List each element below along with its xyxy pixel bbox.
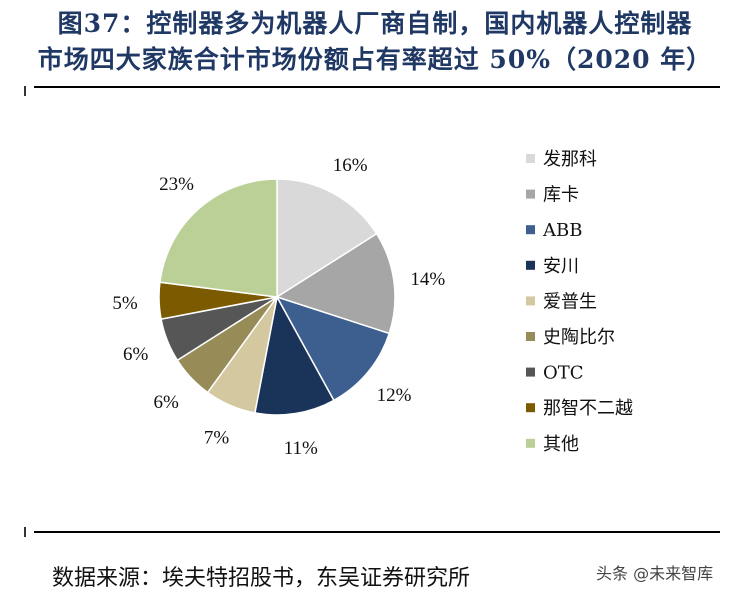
legend-item: 其他: [526, 434, 579, 455]
legend-swatch: [526, 438, 535, 448]
legend-swatch: [526, 332, 535, 341]
legend-item: OTC: [526, 363, 584, 384]
legend-swatch: [526, 367, 535, 377]
pie-slice: [159, 178, 278, 298]
slice-percent-label: 7%: [204, 428, 230, 449]
legend-label: 发那科: [543, 149, 597, 170]
slice-percent-label: 6%: [123, 344, 149, 365]
top-divider: [34, 86, 720, 88]
pie-slices: [158, 178, 396, 416]
legend-swatch: [526, 154, 535, 163]
legend-swatch: [526, 189, 535, 199]
legend-swatch: [526, 260, 535, 270]
chart-title-line-1: 图37：控制器多为机器人厂商自制，国内机器人控制器: [57, 9, 693, 38]
chart-title-line-2: 市场四大家族合计市场份额占有率超过 50%（2020 年）: [37, 45, 713, 74]
legend-label: ABB: [542, 220, 582, 241]
slice-percent-label: 23%: [159, 174, 194, 195]
source-note: 数据来源：埃夫特招股书，东吴证券研究所: [52, 566, 471, 591]
legend-item: ABB: [526, 220, 582, 241]
legend-label: 其他: [543, 434, 579, 455]
slice-percent-label: 14%: [410, 269, 445, 290]
pie-slice: [254, 294, 335, 416]
legend-item: 史陶比尔: [526, 327, 615, 348]
legend-swatch: [526, 296, 535, 306]
pie-slice: [275, 232, 396, 335]
watermark: 头条 @未来智库: [596, 564, 714, 583]
legend-label: 爱普生: [543, 291, 597, 312]
legend-item: 安川: [526, 256, 579, 277]
slice-percent-label: 5%: [112, 293, 138, 314]
slice-percent-label: 11%: [284, 438, 318, 459]
legend-swatch: [526, 403, 535, 413]
legend-item: 发那科: [526, 149, 597, 170]
legend-label: 那智不二越: [543, 398, 633, 419]
slice-percent-label: 16%: [333, 155, 368, 176]
legend-label: 史陶比尔: [543, 327, 615, 348]
slice-percent-label: 6%: [154, 392, 180, 413]
legend-item: 那智不二越: [526, 398, 633, 419]
slice-percent-label: 12%: [377, 385, 412, 406]
corner-tick-top: [24, 86, 26, 96]
pie-slice: [275, 295, 391, 402]
legend-item: 爱普生: [526, 291, 597, 312]
legend-label: 安川: [543, 256, 579, 277]
legend-swatch: [526, 225, 535, 235]
legend-label: 库卡: [543, 185, 579, 206]
pie-slice: [276, 178, 378, 299]
corner-tick-bottom: [24, 527, 26, 537]
legend-label: OTC: [543, 363, 584, 384]
legend-item: 库卡: [526, 185, 579, 206]
bottom-divider: [34, 531, 720, 533]
slice-labels: 16% 14% 12% 11% 7% 6% 6% 5% 23%: [112, 155, 445, 459]
